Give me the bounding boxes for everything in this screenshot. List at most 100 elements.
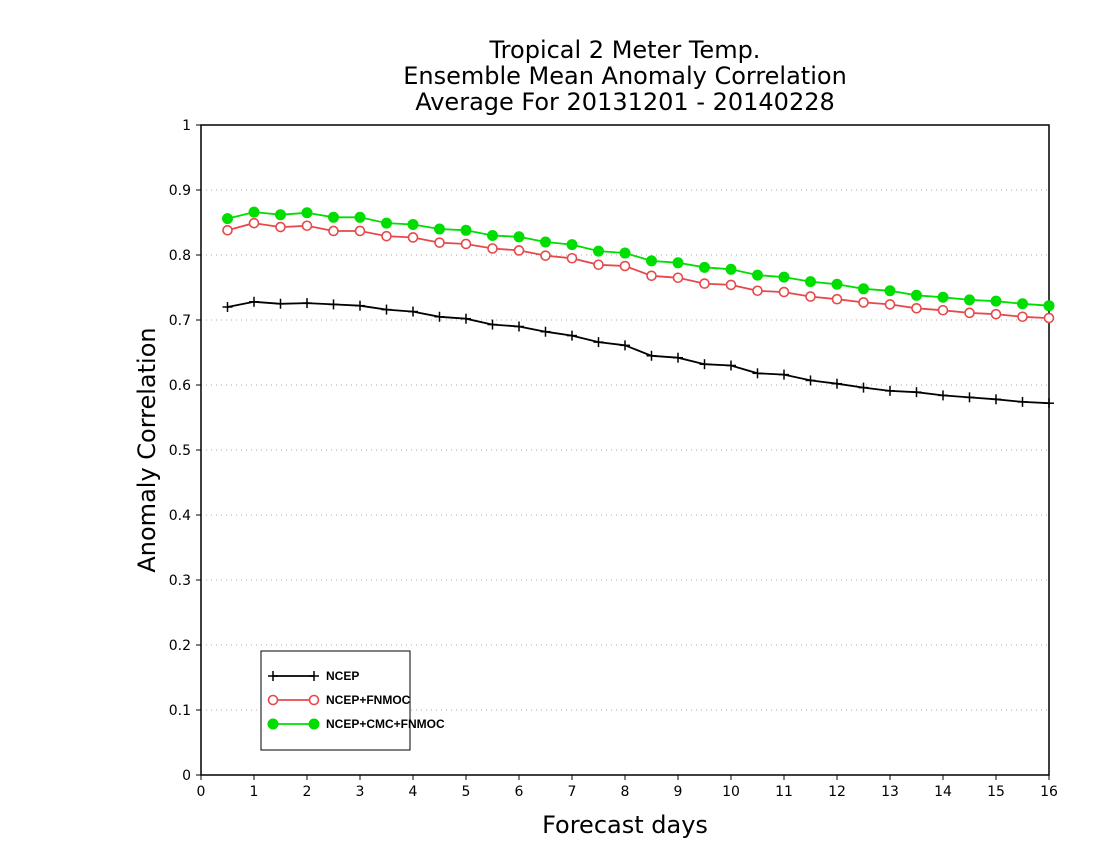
- x-tick-label: 1: [250, 784, 259, 800]
- legend-marker: [267, 694, 279, 706]
- data-point: [487, 319, 498, 330]
- data-point: [513, 231, 525, 243]
- x-tick-label: 4: [409, 784, 418, 800]
- data-point: [673, 352, 683, 363]
- x-tick-label: 16: [1040, 784, 1058, 800]
- data-point: [858, 382, 869, 393]
- data-point: [1017, 396, 1028, 407]
- x-tick-label: 10: [722, 784, 740, 800]
- y-tick-label: 0.1: [169, 703, 191, 719]
- data-point: [1043, 312, 1055, 324]
- data-point: [275, 221, 286, 233]
- data-point: [805, 291, 816, 302]
- y-tick-label: 0.2: [169, 638, 191, 654]
- data-point: [408, 306, 418, 317]
- data-point: [805, 375, 816, 386]
- data-point: [911, 289, 922, 301]
- x-tick-label: 13: [881, 784, 899, 800]
- data-point: [222, 213, 233, 225]
- data-point: [328, 225, 339, 237]
- x-axis-title: Forecast days: [542, 811, 708, 839]
- data-point: [275, 209, 286, 221]
- data-point: [832, 378, 842, 389]
- series-line: [227, 211, 1050, 307]
- series-line: [227, 300, 1050, 405]
- data-point: [991, 394, 1001, 405]
- data-point: [222, 302, 233, 312]
- series-line: [227, 222, 1050, 319]
- data-point: [249, 296, 259, 307]
- x-tick-label: 5: [462, 784, 471, 800]
- legend-label: NCEP+CMC+FNMOC: [326, 717, 445, 731]
- data-point: [964, 294, 975, 306]
- data-point: [328, 299, 339, 310]
- y-axis-title: Anomaly Correlation: [133, 327, 161, 572]
- data-point: [593, 245, 604, 257]
- data-point: [434, 311, 445, 322]
- legend-marker: [267, 718, 279, 730]
- data-point: [964, 392, 975, 403]
- gridlines: [201, 124, 1049, 711]
- data-point: [778, 286, 790, 298]
- data-point: [355, 300, 365, 311]
- series-ncep: [222, 296, 1054, 409]
- data-point: [778, 271, 790, 283]
- data-point: [672, 257, 684, 269]
- data-point: [301, 220, 313, 232]
- data-point: [593, 337, 604, 348]
- x-tick-label: 7: [568, 784, 577, 800]
- data-point: [858, 283, 869, 295]
- data-point: [302, 298, 312, 309]
- data-point: [540, 236, 551, 248]
- data-point: [911, 302, 922, 314]
- data-point: [407, 218, 419, 230]
- data-point: [937, 291, 949, 303]
- legend-item: NCEP+FNMOC: [267, 693, 411, 707]
- data-point: [725, 263, 737, 275]
- data-point: [407, 232, 419, 243]
- y-tick-label: 0.8: [169, 248, 191, 264]
- data-point: [381, 304, 392, 315]
- legend-item: NCEP: [268, 669, 359, 683]
- data-point: [434, 223, 445, 235]
- data-point: [885, 385, 895, 396]
- legend-marker: [308, 718, 320, 730]
- data-point: [567, 330, 577, 341]
- data-point: [938, 390, 948, 401]
- data-point: [937, 304, 949, 316]
- data-point: [354, 211, 366, 223]
- data-point: [593, 259, 604, 271]
- data-point: [779, 369, 789, 380]
- y-tick-label: 0.9: [169, 183, 191, 199]
- data-point: [699, 359, 710, 370]
- data-point: [540, 250, 551, 261]
- data-point: [858, 297, 869, 308]
- data-point: [514, 321, 524, 332]
- legend-item: NCEP+CMC+FNMOC: [267, 717, 445, 731]
- data-point: [354, 225, 366, 237]
- data-point: [620, 340, 630, 351]
- data-point: [566, 239, 578, 251]
- series-layer: [222, 206, 1055, 409]
- data-point: [646, 255, 657, 267]
- legend: NCEP NCEP+FNMOC NCEP+CMC+FNMOC: [260, 650, 445, 751]
- y-tick-label: 1: [182, 118, 191, 134]
- data-point: [672, 272, 684, 284]
- chart-title-line: Average For 20131201 - 20140228: [415, 88, 835, 116]
- data-point: [1017, 311, 1028, 323]
- axis-ticks: 00.10.20.30.40.50.60.70.80.910 1 2 3 4 5 6 7 8 9 1…: [169, 118, 1058, 800]
- x-tick-label: 0: [197, 784, 206, 800]
- data-point: [460, 238, 472, 250]
- data-point: [884, 285, 896, 297]
- data-point: [990, 308, 1002, 320]
- data-point: [1044, 398, 1054, 409]
- y-tick-label: 0.4: [169, 508, 191, 524]
- data-point: [248, 206, 260, 218]
- series-ncep-cmc-fnmoc: [222, 206, 1055, 312]
- legend-label: NCEP: [326, 669, 359, 683]
- legend-marker: [308, 694, 320, 706]
- data-point: [752, 368, 763, 379]
- data-point: [619, 260, 631, 272]
- data-point: [434, 237, 445, 248]
- data-point: [646, 270, 657, 282]
